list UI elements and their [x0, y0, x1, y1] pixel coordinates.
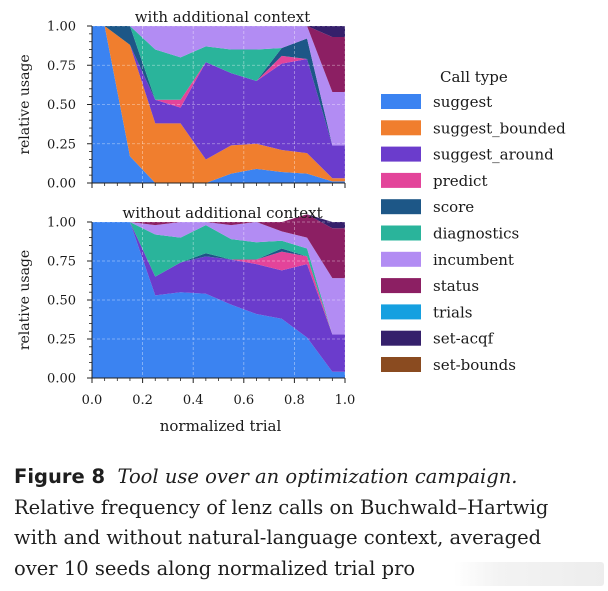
- x-axis-label: normalized trial: [160, 417, 282, 435]
- area-set-acqf-panel-1: [92, 26, 345, 37]
- y-tick-label: 0.50: [47, 294, 76, 309]
- caption-line-4: over 10 seeds along normalized trial pro: [14, 556, 416, 580]
- x-tick-label: 0.6: [233, 393, 254, 408]
- x-tick-label: 0.2: [132, 393, 153, 408]
- caption-line-1: Figure 8 Tool use over an optimization c…: [14, 462, 604, 493]
- area-diagnostics-panel-2: [92, 222, 345, 335]
- legend-label-trials: trials: [433, 303, 472, 321]
- area-suggest_around-panel-1: [92, 26, 345, 179]
- legend-label-status: status: [433, 277, 479, 295]
- legend: Call type suggest suggest_bounded suggest_a…: [381, 68, 566, 374]
- x-tick-label: 0.0: [82, 393, 103, 408]
- y-tick-label: 1.00: [47, 216, 76, 231]
- legend-swatch-incumbent: [381, 251, 421, 267]
- legend-label-diagnostics: diagnostics: [433, 225, 519, 243]
- x-axis: 0.0 0.2 0.4 0.6 0.8 1.0: [82, 393, 356, 408]
- legend-swatch-set-acqf: [381, 330, 421, 346]
- legend-label-set-acqf: set-acqf: [433, 330, 495, 348]
- legend-swatch-suggest_bounded: [381, 120, 421, 136]
- legend-label-score: score: [433, 198, 474, 216]
- area-status-panel-1: [92, 26, 345, 92]
- legend-swatch-set-bounds: [381, 357, 421, 372]
- legend-swatch-status: [381, 278, 421, 294]
- area-suggest_around-panel-2: [92, 222, 345, 372]
- area-diagnostics-panel-1: [92, 26, 345, 146]
- legend-swatch-diagnostics: [381, 225, 421, 241]
- figure-caption: Figure 8 Tool use over an optimization c…: [14, 462, 604, 584]
- legend-label-predict: predict: [433, 172, 487, 190]
- caption-title: Tool use over an optimization campaign.: [117, 465, 518, 488]
- legend-label-set-bounds: set-bounds: [433, 356, 516, 374]
- legend-swatch-predict: [381, 172, 421, 188]
- area-score-panel-1: [92, 26, 345, 146]
- x-tick-label: 0.8: [284, 393, 305, 408]
- y-tick-label: 0.25: [47, 137, 76, 152]
- panel-without-context: 0.00 0.25 0.50 0.75 1.00 without additional c…: [17, 204, 346, 387]
- y-tick-label: 0.50: [47, 98, 76, 113]
- figure-chart: 0.00 0.25 0.50 0.75 1.00 with additional cont…: [17, 8, 566, 435]
- area-suggest-panel-2: [92, 222, 345, 378]
- panel-with-context: 0.00 0.25 0.50 0.75 1.00 with additional cont…: [17, 8, 346, 192]
- legend-label-suggest_bounded: suggest_bounded: [433, 119, 566, 137]
- legend-swatch-suggest: [381, 94, 421, 109]
- y-tick-label: 1.00: [47, 20, 76, 35]
- y-tick-label: 0.75: [47, 255, 76, 270]
- y-tick-label: 0.25: [47, 333, 76, 348]
- area-status-panel-2: [92, 214, 345, 279]
- area-suggest_bounded-panel-1: [92, 26, 345, 183]
- legend-label-suggest: suggest: [433, 93, 492, 111]
- panel-title: with additional context: [135, 8, 311, 26]
- legend-swatch-trials: [381, 304, 421, 320]
- y-axis-label: relative usage: [17, 54, 33, 154]
- panel-title: without additional context: [122, 204, 322, 222]
- legend-title: Call type: [440, 68, 508, 86]
- area-suggest-panel-1: [92, 26, 345, 183]
- x-tick-label: 0.4: [183, 393, 204, 408]
- y-axis-label: relative usage: [17, 250, 33, 350]
- caption-line-3: with and without natural-language contex…: [14, 526, 542, 549]
- legend-swatch-suggest_around: [381, 146, 421, 162]
- legend-label-incumbent: incumbent: [433, 251, 514, 269]
- caption-label: Figure 8: [14, 465, 106, 488]
- watermark-overlay: [454, 562, 604, 586]
- y-tick-label: 0.00: [47, 372, 76, 387]
- y-tick-label: 0.00: [47, 177, 76, 192]
- y-tick-label: 0.75: [47, 59, 76, 74]
- legend-swatch-score: [381, 199, 421, 215]
- area-score-panel-2: [92, 222, 345, 335]
- legend-label-suggest_around: suggest_around: [433, 146, 554, 164]
- x-tick-label: 1.0: [335, 393, 356, 408]
- caption-line-2: Relative frequency of lenz calls on Buch…: [14, 495, 549, 519]
